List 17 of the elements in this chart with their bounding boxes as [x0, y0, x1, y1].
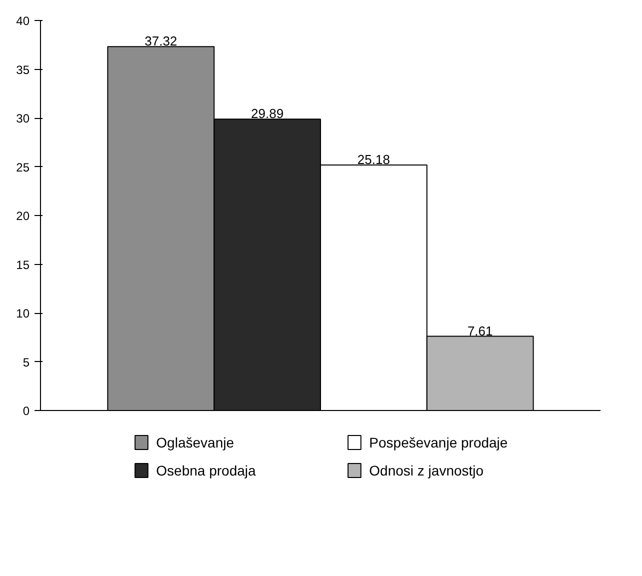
y-tick-label: 30 — [16, 112, 30, 126]
data-label: 37.32 — [144, 34, 178, 49]
y-tick-label: 5 — [22, 355, 30, 370]
legend-label: Oglaševanje — [156, 434, 234, 450]
y-tick-label: 10 — [16, 306, 30, 320]
y-tick-label: 35 — [16, 62, 30, 77]
legend-label: Pospeševanje prodaje — [369, 434, 508, 450]
y-tick-label: 0 — [22, 404, 30, 418]
y-tick-label: 40 — [16, 14, 30, 28]
data-label: 25.18 — [357, 152, 390, 167]
y-tick-label: 25 — [16, 160, 30, 174]
y-tick-label: 15 — [16, 258, 30, 272]
legend-label: Odnosi z javnostjo — [369, 462, 484, 478]
legend-label: Osebna prodaja — [156, 462, 256, 478]
y-tick-label: 20 — [16, 209, 30, 223]
data-label: 7.61 — [467, 323, 493, 338]
data-label: 29.89 — [251, 106, 284, 122]
